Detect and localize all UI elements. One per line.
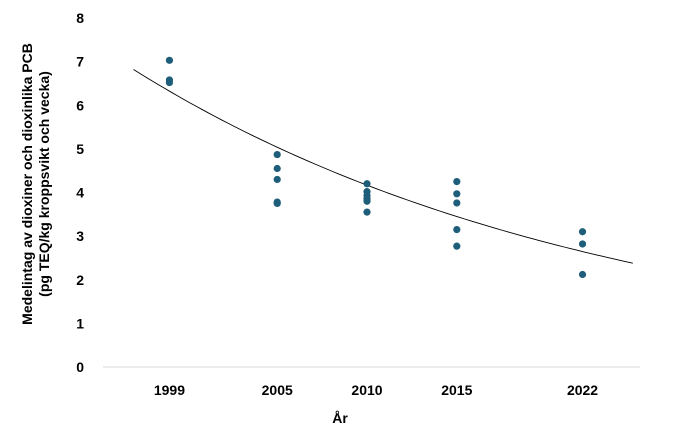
data-point xyxy=(453,199,461,207)
data-point xyxy=(578,228,587,236)
data-points xyxy=(165,56,587,279)
data-point xyxy=(273,150,281,159)
x-tick-label: 1999 xyxy=(154,382,185,398)
data-point xyxy=(165,78,174,87)
y-tick-label: 5 xyxy=(76,141,84,157)
y-axis-title-line-2: (pg TEQ/kg kroppsvikt och vecka) xyxy=(36,71,52,297)
data-point xyxy=(165,56,174,64)
data-point xyxy=(578,270,587,279)
x-tick-label: 2015 xyxy=(441,382,472,398)
y-axis-title: Medelintag av dioxiner och dioxinlika PC… xyxy=(19,43,52,325)
y-tick-label: 2 xyxy=(76,272,84,288)
data-point xyxy=(453,242,461,250)
y-axis-title-line-1: Medelintag av dioxiner och dioxinlika PC… xyxy=(19,43,35,325)
data-point xyxy=(363,180,371,188)
x-tick-labels: 1999 2005 2010 2015 2022 xyxy=(154,382,598,398)
x-tick-label: 2010 xyxy=(351,382,382,398)
data-point xyxy=(363,197,371,205)
y-tick-label: 4 xyxy=(76,185,84,201)
y-tick-label: 3 xyxy=(76,228,84,244)
y-tick-labels: 0 1 2 3 4 5 6 7 8 xyxy=(76,10,84,375)
data-point xyxy=(578,240,587,248)
data-point xyxy=(453,225,461,234)
y-tick-label: 1 xyxy=(76,315,84,331)
x-tick-label: 2005 xyxy=(262,382,293,398)
data-point xyxy=(273,175,281,184)
data-point xyxy=(453,190,461,198)
data-point xyxy=(273,199,281,208)
data-point xyxy=(363,208,371,216)
x-axis-title: År xyxy=(332,410,348,426)
y-tick-label: 6 xyxy=(76,97,84,113)
y-tick-label: 7 xyxy=(76,54,84,70)
x-tick-label: 2022 xyxy=(567,382,598,398)
data-point xyxy=(453,177,461,186)
data-point xyxy=(273,164,281,173)
y-tick-label: 0 xyxy=(76,359,84,375)
y-tick-label: 8 xyxy=(76,10,84,26)
trendline xyxy=(133,69,633,264)
